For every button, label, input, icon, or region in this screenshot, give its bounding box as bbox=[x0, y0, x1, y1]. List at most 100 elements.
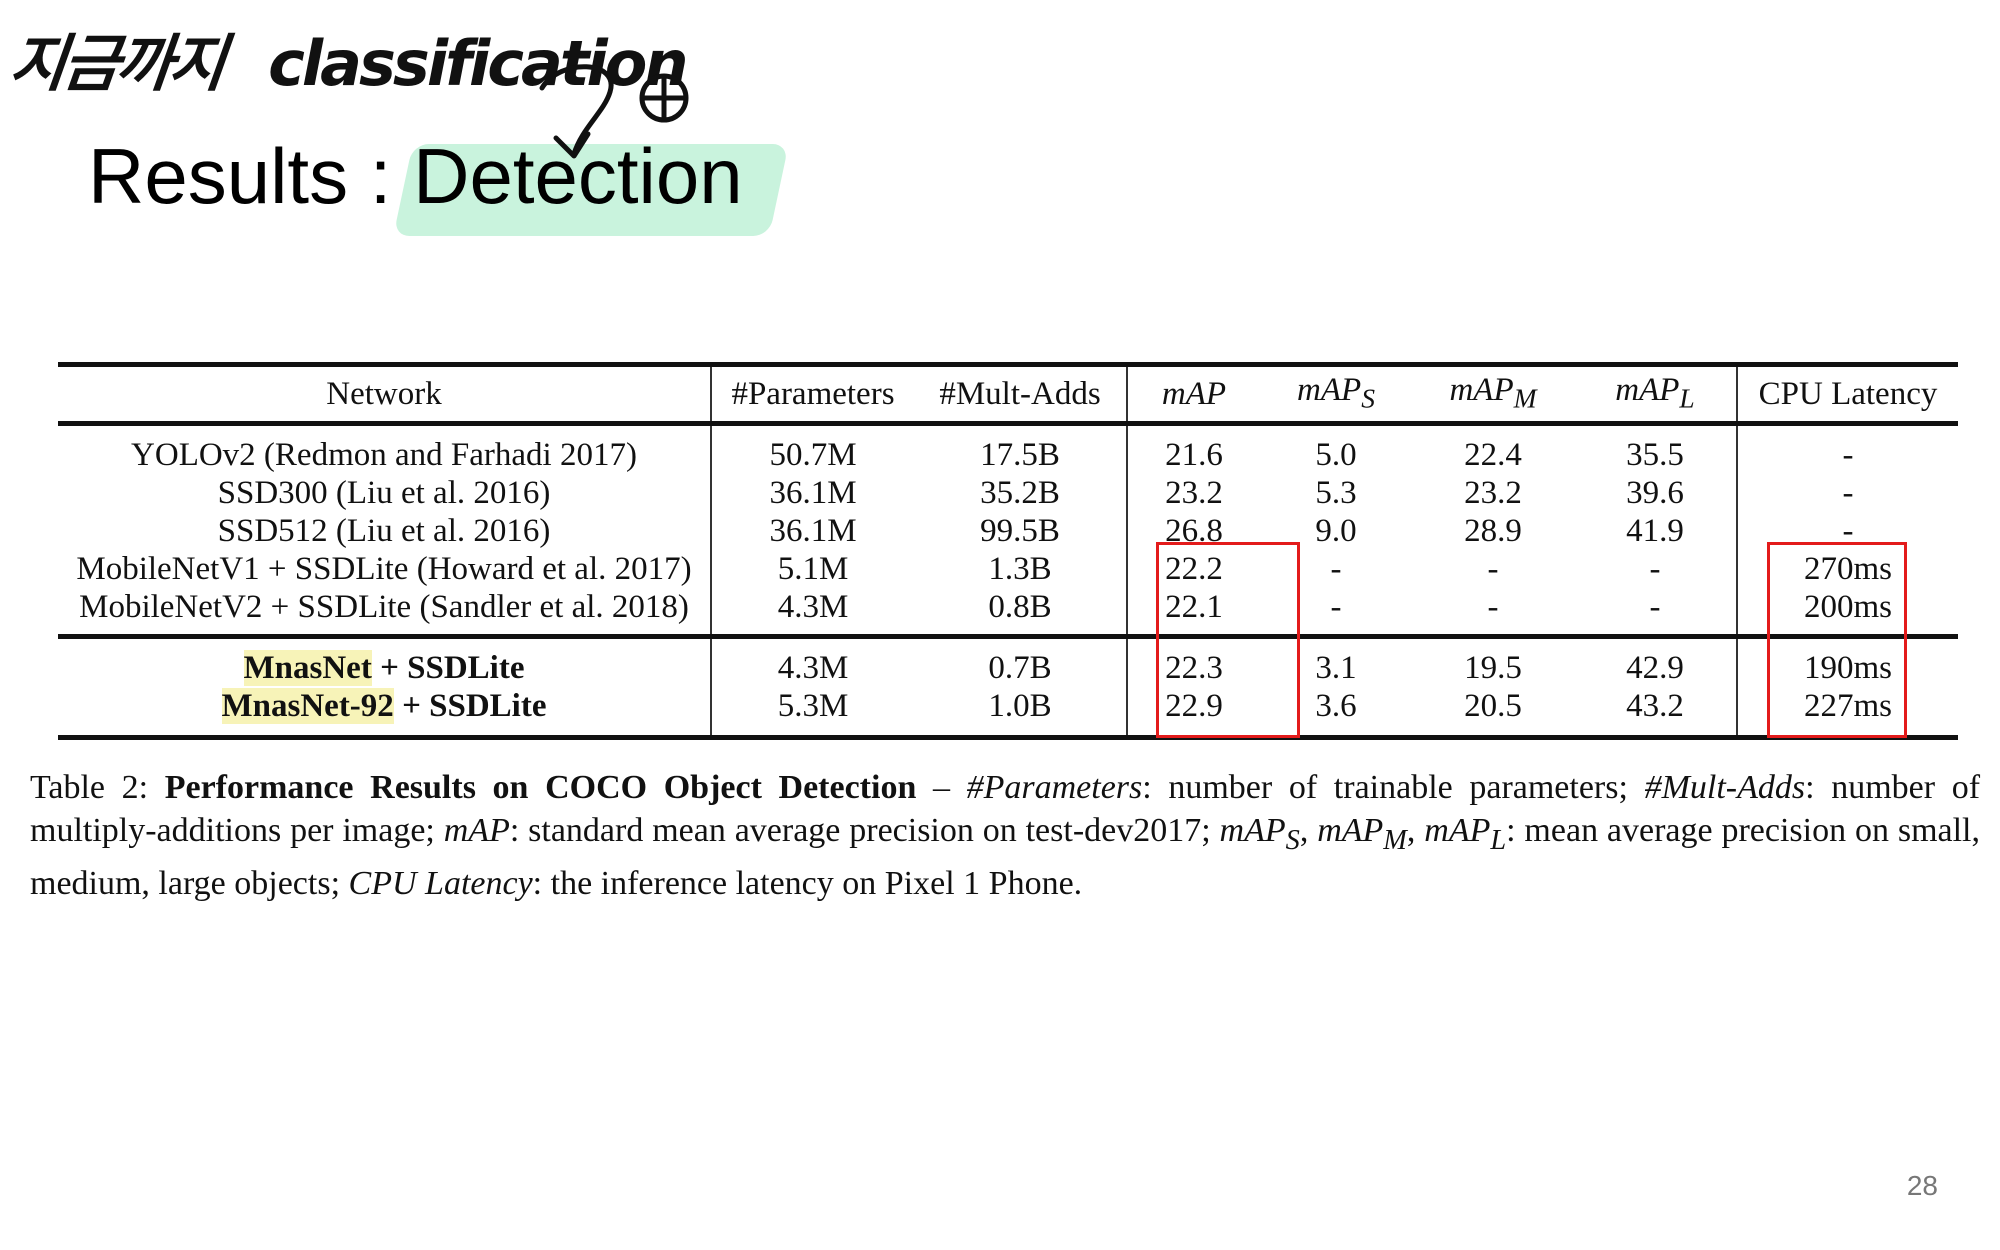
handwritten-note: 지금까지 classification bbox=[6, 24, 688, 104]
handwritten-korean: 지금까지 bbox=[6, 27, 227, 100]
cell-maps: - bbox=[1330, 589, 1342, 625]
handwritten-classification: classification bbox=[268, 27, 688, 100]
maps-base: mAP bbox=[1297, 371, 1362, 408]
cell-mapl: 43.2 bbox=[1574, 687, 1738, 738]
cell-params: 36.1M bbox=[769, 513, 857, 549]
cell-maps: 5.0 bbox=[1315, 437, 1357, 473]
cell-network: YOLOv2 (Redmon and Farhadi 2017) bbox=[58, 423, 712, 474]
cell-madds: 35.2B bbox=[914, 474, 1128, 512]
caption-term-params: #Parameters bbox=[966, 769, 1143, 806]
table-row: YOLOv2 (Redmon and Farhadi 2017) 50.7M 1… bbox=[58, 423, 1958, 474]
cell-maps: 3.6 bbox=[1315, 688, 1357, 724]
results-table: Network #Parameters #Mult-Adds mAP mAPS … bbox=[58, 362, 1958, 740]
cell-mapm: 28.9 bbox=[1464, 513, 1522, 549]
caption-term-latency: CPU Latency bbox=[348, 864, 533, 902]
cell-madds: 0.8B bbox=[914, 588, 1128, 637]
cell-mapl: - bbox=[1574, 550, 1738, 588]
network-highlight: MnasNet-92 bbox=[221, 688, 394, 724]
cell-map: 23.2 bbox=[1165, 475, 1223, 511]
caption-term-maps: mAP bbox=[1219, 812, 1286, 849]
caption-sub-s: S bbox=[1285, 824, 1300, 856]
table-row: SSD512 (Liu et al. 2016) 36.1M 99.5B 26.… bbox=[58, 512, 1958, 550]
title-highlight: Detection bbox=[413, 128, 743, 224]
cell-mapm: - bbox=[1487, 551, 1499, 587]
caption-term-mapl: mAP bbox=[1424, 812, 1491, 849]
cell-maps: 5.3 bbox=[1315, 475, 1357, 511]
cell-map: 21.6 bbox=[1165, 437, 1223, 473]
cell-network: MnasNet-92 + SSDLite bbox=[58, 687, 712, 738]
col-network: Network bbox=[58, 364, 712, 426]
caption-term-madds: #Mult-Adds bbox=[1644, 769, 1806, 806]
cell-maps: 9.0 bbox=[1315, 513, 1357, 549]
col-latency: CPU Latency bbox=[1737, 364, 1958, 426]
col-mapl: mAPL bbox=[1574, 364, 1738, 426]
maps-sub: S bbox=[1361, 382, 1375, 414]
table-row: MobileNetV2 + SSDLite (Sandler et al. 20… bbox=[58, 588, 1958, 637]
col-map: mAP bbox=[1127, 364, 1260, 426]
cell-network: SSD300 (Liu et al. 2016) bbox=[58, 474, 712, 512]
cell-network: SSD512 (Liu et al. 2016) bbox=[58, 512, 712, 550]
col-params: #Parameters bbox=[711, 364, 914, 426]
cell-mapm: - bbox=[1487, 589, 1499, 625]
page-number: 28 bbox=[1906, 1170, 1938, 1201]
map-highlight-box bbox=[1156, 542, 1300, 738]
cell-latency: 190ms bbox=[1737, 634, 1958, 687]
cell-params: 50.7M bbox=[769, 437, 857, 473]
mapl-sub: L bbox=[1679, 382, 1695, 414]
title-prefix: Results : bbox=[88, 132, 414, 220]
cell-madds: 1.3B bbox=[914, 550, 1128, 588]
cell-map: 22.3 bbox=[1127, 634, 1260, 687]
network-highlight: MnasNet bbox=[243, 650, 372, 686]
col-mapm: mAPM bbox=[1412, 364, 1574, 426]
cell-map: 22.1 bbox=[1165, 589, 1223, 625]
table-caption: Table 2: Performance Results on COCO Obj… bbox=[30, 769, 1981, 902]
cell-map: 22.9 bbox=[1165, 688, 1223, 724]
cell-network: MobileNetV1 + SSDLite (Howard et al. 201… bbox=[58, 550, 712, 588]
mapm-base: mAP bbox=[1449, 371, 1514, 408]
caption-desc-madds: : number of multiply-additions per image… bbox=[30, 769, 1981, 849]
cell-params: 5.1M bbox=[777, 551, 849, 587]
table-row-ours: MnasNet-92 + SSDLite 5.3M 1.0B 22.9 3.6 … bbox=[58, 687, 1958, 738]
cell-mapm: 20.5 bbox=[1464, 688, 1522, 724]
caption-dash: – bbox=[916, 769, 967, 806]
slide-title: Results : Detection bbox=[88, 128, 743, 224]
cell-maps: - bbox=[1330, 551, 1342, 587]
latency-highlight-box bbox=[1767, 542, 1907, 738]
caption-desc-latency: : the inference latency on Pixel 1 Phone… bbox=[532, 864, 1083, 902]
cell-latency: - bbox=[1842, 475, 1854, 511]
caption-sub-m: M bbox=[1383, 824, 1407, 856]
col-madds: #Mult-Adds bbox=[914, 364, 1128, 426]
cell-latency: - bbox=[1842, 437, 1854, 473]
cell-mapm: 22.4 bbox=[1464, 437, 1522, 473]
cell-params: 5.3M bbox=[777, 688, 849, 724]
cell-params: 4.3M bbox=[711, 634, 914, 687]
cell-mapm: 23.2 bbox=[1464, 475, 1522, 511]
caption-label: Table 2: bbox=[30, 769, 165, 806]
caption-desc-map: : standard mean average precision on tes… bbox=[509, 812, 1220, 849]
cell-maps: 3.1 bbox=[1260, 634, 1412, 687]
cell-madds: 0.7B bbox=[914, 634, 1128, 687]
caption-title: Performance Results on COCO Object Detec… bbox=[164, 769, 917, 806]
cell-mapl: 42.9 bbox=[1574, 634, 1738, 687]
cell-mapl: 35.5 bbox=[1574, 423, 1738, 474]
network-suffix: + SSDLite bbox=[371, 650, 525, 686]
cell-mapl: - bbox=[1574, 588, 1738, 637]
cell-mapl: 39.6 bbox=[1574, 474, 1738, 512]
cell-madds: 1.0B bbox=[914, 687, 1128, 738]
col-maps: mAPS bbox=[1260, 364, 1412, 426]
cell-map: 22.2 bbox=[1165, 551, 1223, 587]
cell-latency: 200ms bbox=[1803, 589, 1892, 625]
cell-mapl: 41.9 bbox=[1574, 512, 1738, 550]
cell-latency: 227ms bbox=[1803, 688, 1892, 724]
cell-params: 36.1M bbox=[769, 475, 857, 511]
table-row: SSD300 (Liu et al. 2016) 36.1M 35.2B 23.… bbox=[58, 474, 1958, 512]
cell-latency: - bbox=[1842, 513, 1854, 549]
caption-desc-params: : number of trainable parameters; bbox=[1142, 769, 1645, 806]
cell-network: MobileNetV2 + SSDLite (Sandler et al. 20… bbox=[58, 588, 712, 637]
caption-desc-sizes: : mean average precision on small, mediu… bbox=[30, 812, 1980, 902]
cell-madds: 99.5B bbox=[914, 512, 1128, 550]
table-row: MobileNetV1 + SSDLite (Howard et al. 201… bbox=[58, 550, 1958, 588]
caption-term-map: mAP bbox=[443, 812, 510, 849]
table-header-row: Network #Parameters #Mult-Adds mAP mAPS … bbox=[58, 364, 1958, 426]
mapm-sub: M bbox=[1513, 382, 1537, 414]
